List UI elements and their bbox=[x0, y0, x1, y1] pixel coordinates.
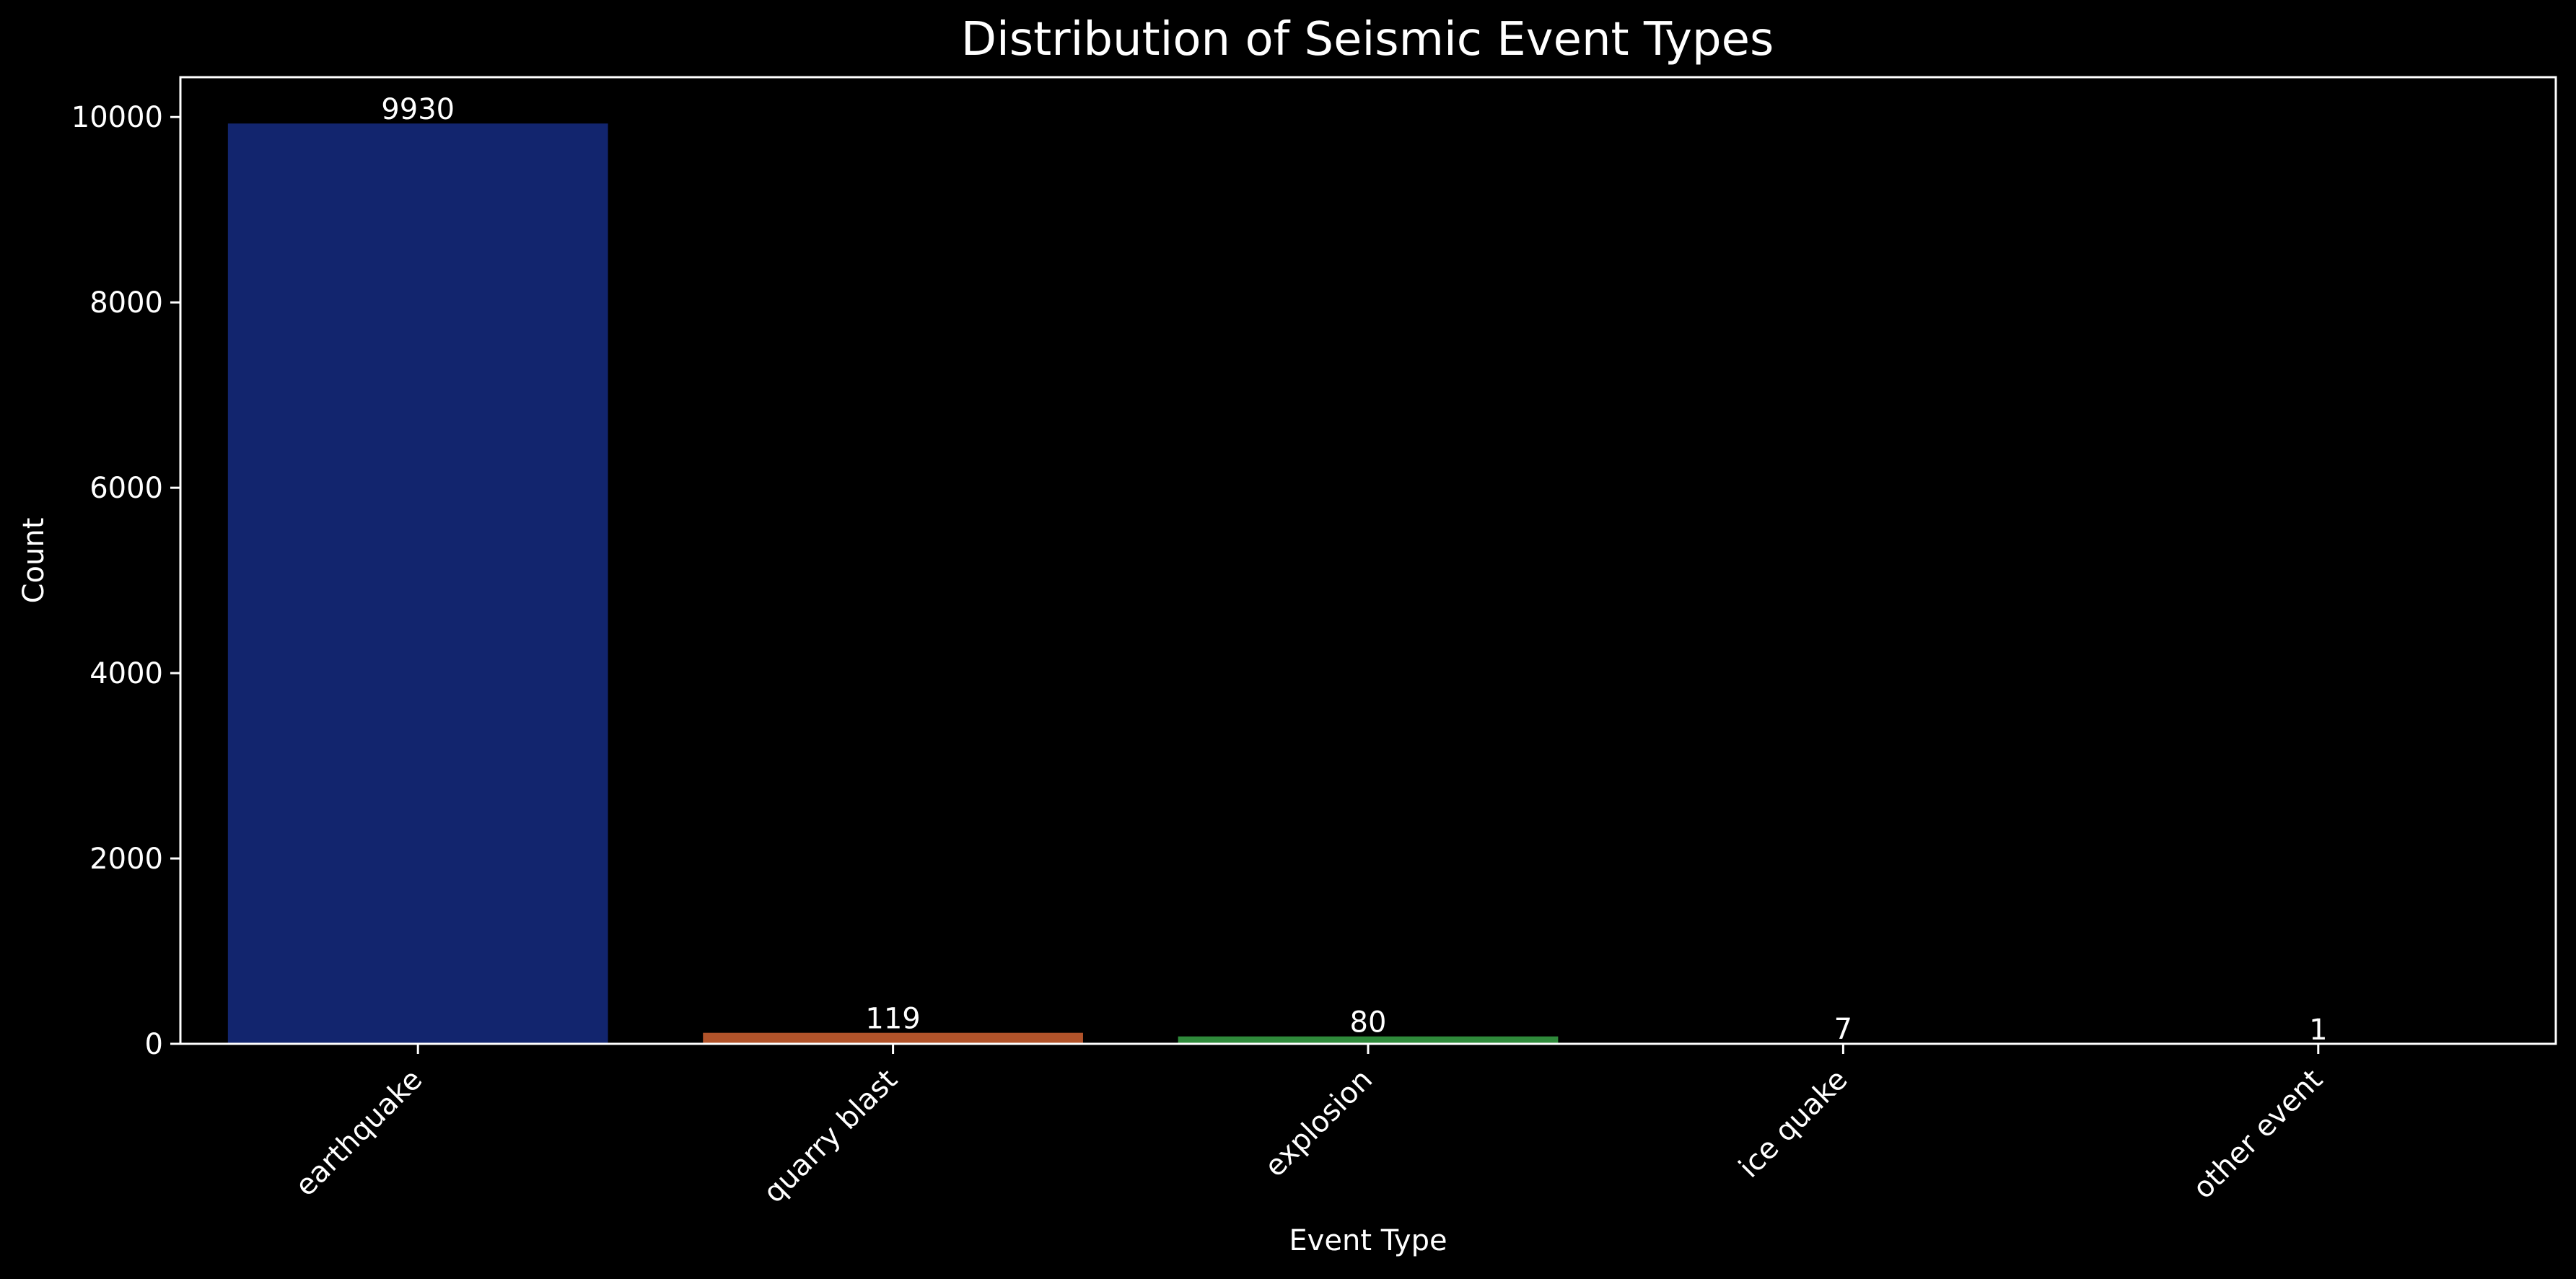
y-tick-label: 8000 bbox=[89, 286, 163, 320]
y-tick-label: 2000 bbox=[89, 843, 163, 876]
y-tick-label: 10000 bbox=[71, 101, 163, 134]
x-axis-label: Event Type bbox=[1289, 1224, 1447, 1257]
data-label-explosion: 80 bbox=[1350, 1006, 1387, 1040]
y-axis-label: Count bbox=[17, 518, 51, 604]
data-label-quarry-blast: 119 bbox=[865, 1003, 920, 1036]
data-label-earthquake: 9930 bbox=[381, 93, 455, 126]
data-label-other-event: 1 bbox=[2309, 1014, 2327, 1047]
bar-quarry-blast bbox=[703, 1032, 1083, 1044]
y-tick-label: 6000 bbox=[89, 472, 163, 505]
bar-explosion bbox=[1178, 1036, 1559, 1044]
bars-group bbox=[227, 123, 2509, 1045]
bar-earthquake bbox=[227, 123, 608, 1045]
y-axis-ticks: 0 2000 4000 6000 8000 10000 bbox=[71, 101, 180, 1061]
y-tick-label: 4000 bbox=[89, 657, 163, 690]
data-label-ice-quake: 7 bbox=[1834, 1013, 1852, 1046]
data-labels-group: 9930 119 80 7 1 bbox=[381, 93, 2327, 1047]
y-tick-label: 0 bbox=[145, 1028, 163, 1061]
chart-title: Distribution of Seismic Event Types bbox=[961, 13, 1774, 66]
